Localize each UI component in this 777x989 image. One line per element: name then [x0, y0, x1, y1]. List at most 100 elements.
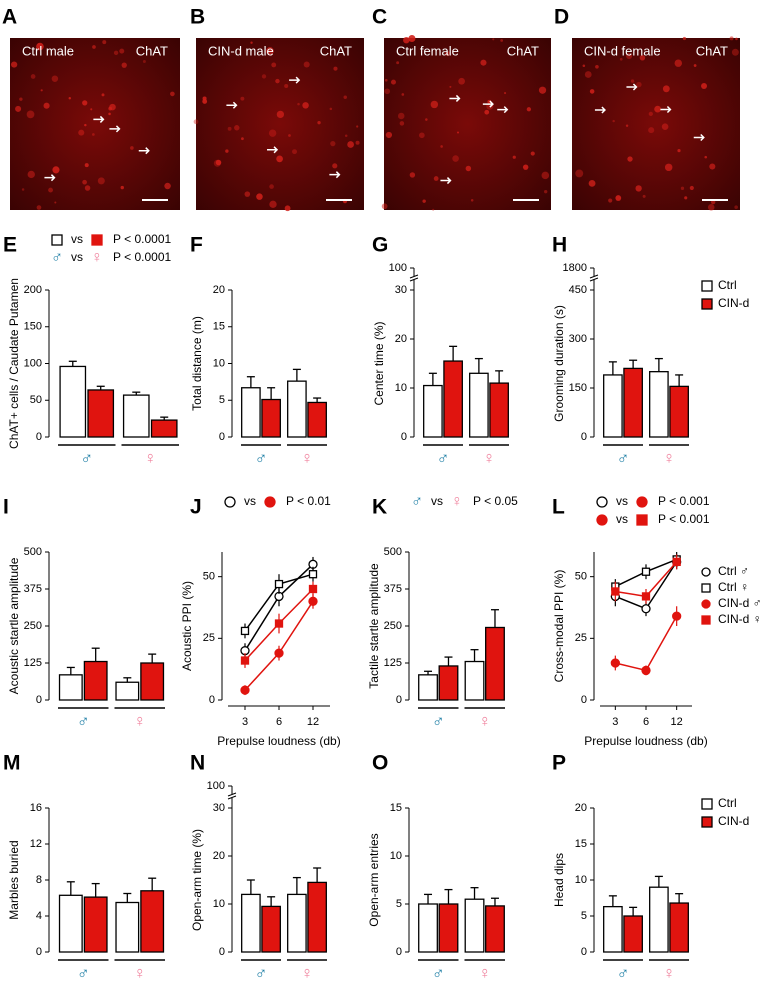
- cell-spot: [54, 201, 57, 204]
- y-tick-label: 375: [24, 583, 42, 595]
- image-label: Ctrl female: [396, 43, 459, 58]
- x-tick-label: 6: [643, 716, 649, 728]
- cell-spot: [384, 78, 388, 82]
- marker: [596, 514, 608, 526]
- bar: [623, 367, 643, 438]
- cell-spot: [680, 186, 685, 190]
- cell-spot: [735, 37, 738, 41]
- cell-spot: [399, 121, 405, 126]
- bar: [469, 372, 489, 438]
- cell-spot: [261, 74, 267, 79]
- cell-spot: [381, 203, 388, 210]
- bar: [485, 626, 505, 701]
- cell-spot: [269, 200, 277, 208]
- cell-spot: [530, 151, 535, 156]
- bar: [287, 380, 307, 438]
- cell-spot: [582, 64, 586, 68]
- y-tick-label: 10: [213, 357, 225, 369]
- annotation-p: P < 0.0001: [113, 250, 171, 264]
- cell-spot: [575, 169, 584, 178]
- y-tick-label: 200: [24, 284, 42, 296]
- y-tick-label: 0: [581, 431, 587, 443]
- cell-spot: [297, 102, 300, 106]
- panel-letter: J: [190, 496, 202, 519]
- cell-spot: [36, 42, 44, 51]
- x-tick-label: 3: [242, 716, 248, 728]
- panel-letter: F: [190, 234, 203, 257]
- y-tick-label: 20: [213, 850, 225, 862]
- micrograph: [384, 38, 551, 210]
- cell-spot: [642, 194, 646, 198]
- y-axis-label: Marbles buried: [7, 840, 21, 919]
- point: [274, 579, 284, 589]
- cell-spot: [396, 61, 400, 65]
- axis-break: [228, 794, 236, 798]
- y-tick-label: 8: [36, 874, 42, 886]
- axis-break: [590, 276, 598, 280]
- cell-spot: [543, 189, 548, 194]
- y-tick-label: 300: [569, 333, 587, 345]
- point: [672, 611, 682, 621]
- cell-spot: [401, 93, 405, 96]
- bar: [443, 360, 463, 438]
- bar: [649, 886, 669, 953]
- cell-spot: [36, 205, 42, 210]
- arrow: [138, 147, 150, 155]
- point: [240, 626, 250, 636]
- cell-spot: [470, 198, 474, 202]
- legend-label: CIN-d: [718, 296, 749, 310]
- annotation-vs: vs: [244, 494, 256, 508]
- cell-spot: [241, 137, 244, 141]
- panel-letter: E: [3, 234, 17, 257]
- bar: [485, 905, 505, 953]
- bar: [489, 382, 509, 438]
- cell-spot: [202, 99, 208, 104]
- cell-spot: [330, 141, 336, 147]
- point: [610, 658, 620, 668]
- legend-label: Ctrl ♀: [718, 580, 749, 594]
- arrow: [440, 177, 452, 185]
- y-tick-label: 500: [384, 546, 402, 558]
- y-tick-label: 5: [396, 898, 402, 910]
- arrow: [693, 133, 705, 142]
- point: [274, 619, 284, 628]
- y-tick-label: 150: [24, 321, 42, 333]
- y-tick-label: 250: [384, 620, 402, 632]
- legend-swatch: [701, 567, 711, 577]
- y-tick-label: 10: [395, 382, 407, 394]
- y-tick-label: 25: [203, 632, 215, 644]
- cell-spot: [121, 62, 127, 68]
- axis-break: [410, 276, 418, 280]
- y-tick-label: 15: [575, 838, 587, 850]
- cell-spot: [90, 108, 93, 111]
- cell-spot: [82, 179, 87, 185]
- cell-spot: [215, 159, 222, 166]
- legend-label: CIN-d ♂: [718, 596, 762, 610]
- bar: [307, 881, 327, 953]
- cell-spot: [142, 60, 146, 63]
- legend-label: Ctrl: [718, 796, 737, 810]
- cell-spot: [26, 110, 35, 119]
- annotation-p: P < 0.001: [658, 494, 710, 508]
- annotation-p: P < 0.05: [473, 494, 518, 508]
- y-tick-label: 0: [36, 694, 42, 706]
- cell-spot: [170, 91, 175, 97]
- cell-spot: [244, 191, 251, 197]
- legend-swatch: [701, 298, 713, 310]
- cell-spot: [130, 146, 134, 150]
- cell-spot: [303, 61, 310, 68]
- y-tick-label: 100: [389, 262, 407, 274]
- cell-spot: [164, 182, 171, 190]
- bar: [464, 898, 485, 953]
- group-label: ♀: [663, 448, 676, 467]
- cell-spot: [317, 120, 321, 125]
- bar: [261, 905, 281, 953]
- cell-spot: [225, 149, 229, 153]
- cell-spot: [500, 39, 504, 42]
- annotation-vs: vs: [616, 512, 628, 526]
- cell-spot: [648, 127, 655, 134]
- y-tick-label: 100: [207, 780, 225, 792]
- group-label: ♀: [478, 963, 491, 982]
- bar: [287, 893, 307, 953]
